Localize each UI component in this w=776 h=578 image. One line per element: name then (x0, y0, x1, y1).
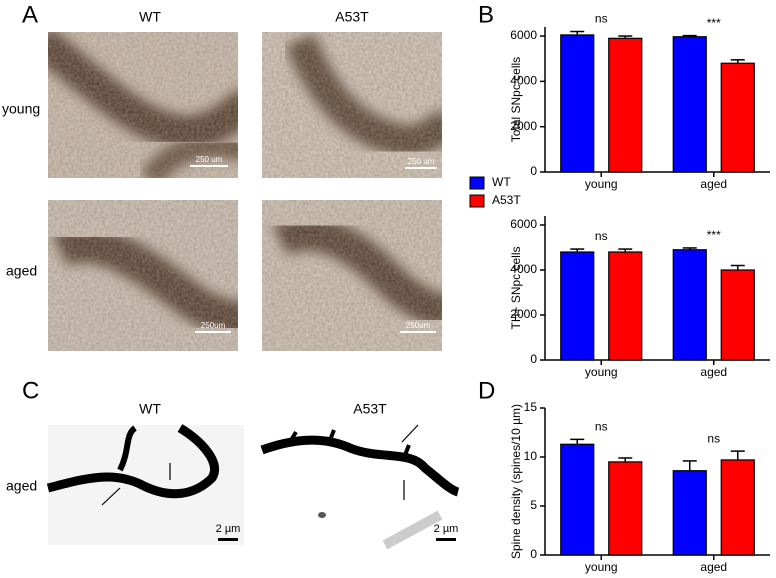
y-tick-label: 0 (530, 547, 537, 561)
y-tick-label: 4000 (510, 262, 537, 276)
bar (720, 459, 755, 556)
scale-bar-label: 2 µm (216, 523, 241, 535)
y-axis-label: Spine density (spines/10 µm) (509, 404, 523, 559)
scale-bar-label: 2 µm (434, 523, 459, 535)
annotation: ns (595, 229, 608, 243)
bar (720, 269, 755, 361)
row-label: young (2, 101, 40, 117)
y-axis-label: Total SNpc cells (509, 57, 523, 142)
y-tick-label: 2000 (510, 119, 537, 133)
micrograph (48, 32, 238, 178)
annotation: *** (707, 228, 721, 242)
x-tick-label: aged (700, 560, 727, 574)
legend-label: WT (492, 175, 511, 189)
micrograph (262, 200, 442, 351)
x-tick-label: young (585, 177, 618, 191)
bar (560, 251, 595, 361)
column-label: A53T (335, 9, 369, 25)
bar (720, 62, 755, 173)
y-tick-label: 15 (524, 400, 538, 414)
scale-bar-label: 250um (201, 321, 226, 330)
dendrite-image (260, 424, 460, 550)
y-tick-label: 10 (524, 449, 538, 463)
bar (560, 443, 595, 556)
scale-bar-label: 250 um (196, 155, 223, 164)
annotation: ns (595, 420, 608, 434)
x-tick-label: young (585, 365, 618, 379)
y-tick-label: 2000 (510, 307, 537, 321)
annotation: *** (707, 16, 721, 30)
micrograph (48, 200, 238, 351)
x-tick-label: aged (700, 365, 727, 379)
legend-swatch (469, 176, 485, 190)
column-label: WT (139, 401, 161, 417)
y-tick-label: 6000 (510, 217, 537, 231)
legend-label: A53T (492, 193, 521, 207)
annotation: ns (595, 12, 608, 26)
panel-label: C (22, 377, 39, 404)
y-tick-label: 0 (530, 164, 537, 178)
scale-bar-label: 250 um (408, 157, 435, 166)
panel-label: B (478, 1, 494, 28)
dendrite-image (46, 424, 244, 545)
x-tick-label: aged (700, 177, 727, 191)
column-label: WT (139, 9, 161, 25)
panel-label: D (478, 377, 495, 404)
row-label: aged (6, 478, 37, 494)
row-label: aged (6, 263, 37, 279)
bar (608, 251, 643, 361)
bar (560, 34, 595, 173)
y-tick-label: 5 (530, 498, 537, 512)
y-axis-label: TH+ SNpc cells (509, 246, 523, 329)
y-tick-label: 6000 (510, 28, 537, 42)
y-tick-label: 0 (530, 352, 537, 366)
micrograph (262, 32, 442, 178)
bar (672, 36, 707, 173)
legend-swatch (469, 194, 485, 208)
bar (672, 249, 707, 361)
panel-label: A (22, 1, 38, 28)
column-label: A53T (353, 401, 387, 417)
bar (608, 37, 643, 173)
bar (672, 470, 707, 556)
annotation: ns (707, 431, 720, 445)
bar (608, 461, 643, 556)
y-tick-label: 4000 (510, 74, 537, 88)
x-tick-label: young (585, 560, 618, 574)
scale-bar-label: 250um (406, 321, 431, 330)
